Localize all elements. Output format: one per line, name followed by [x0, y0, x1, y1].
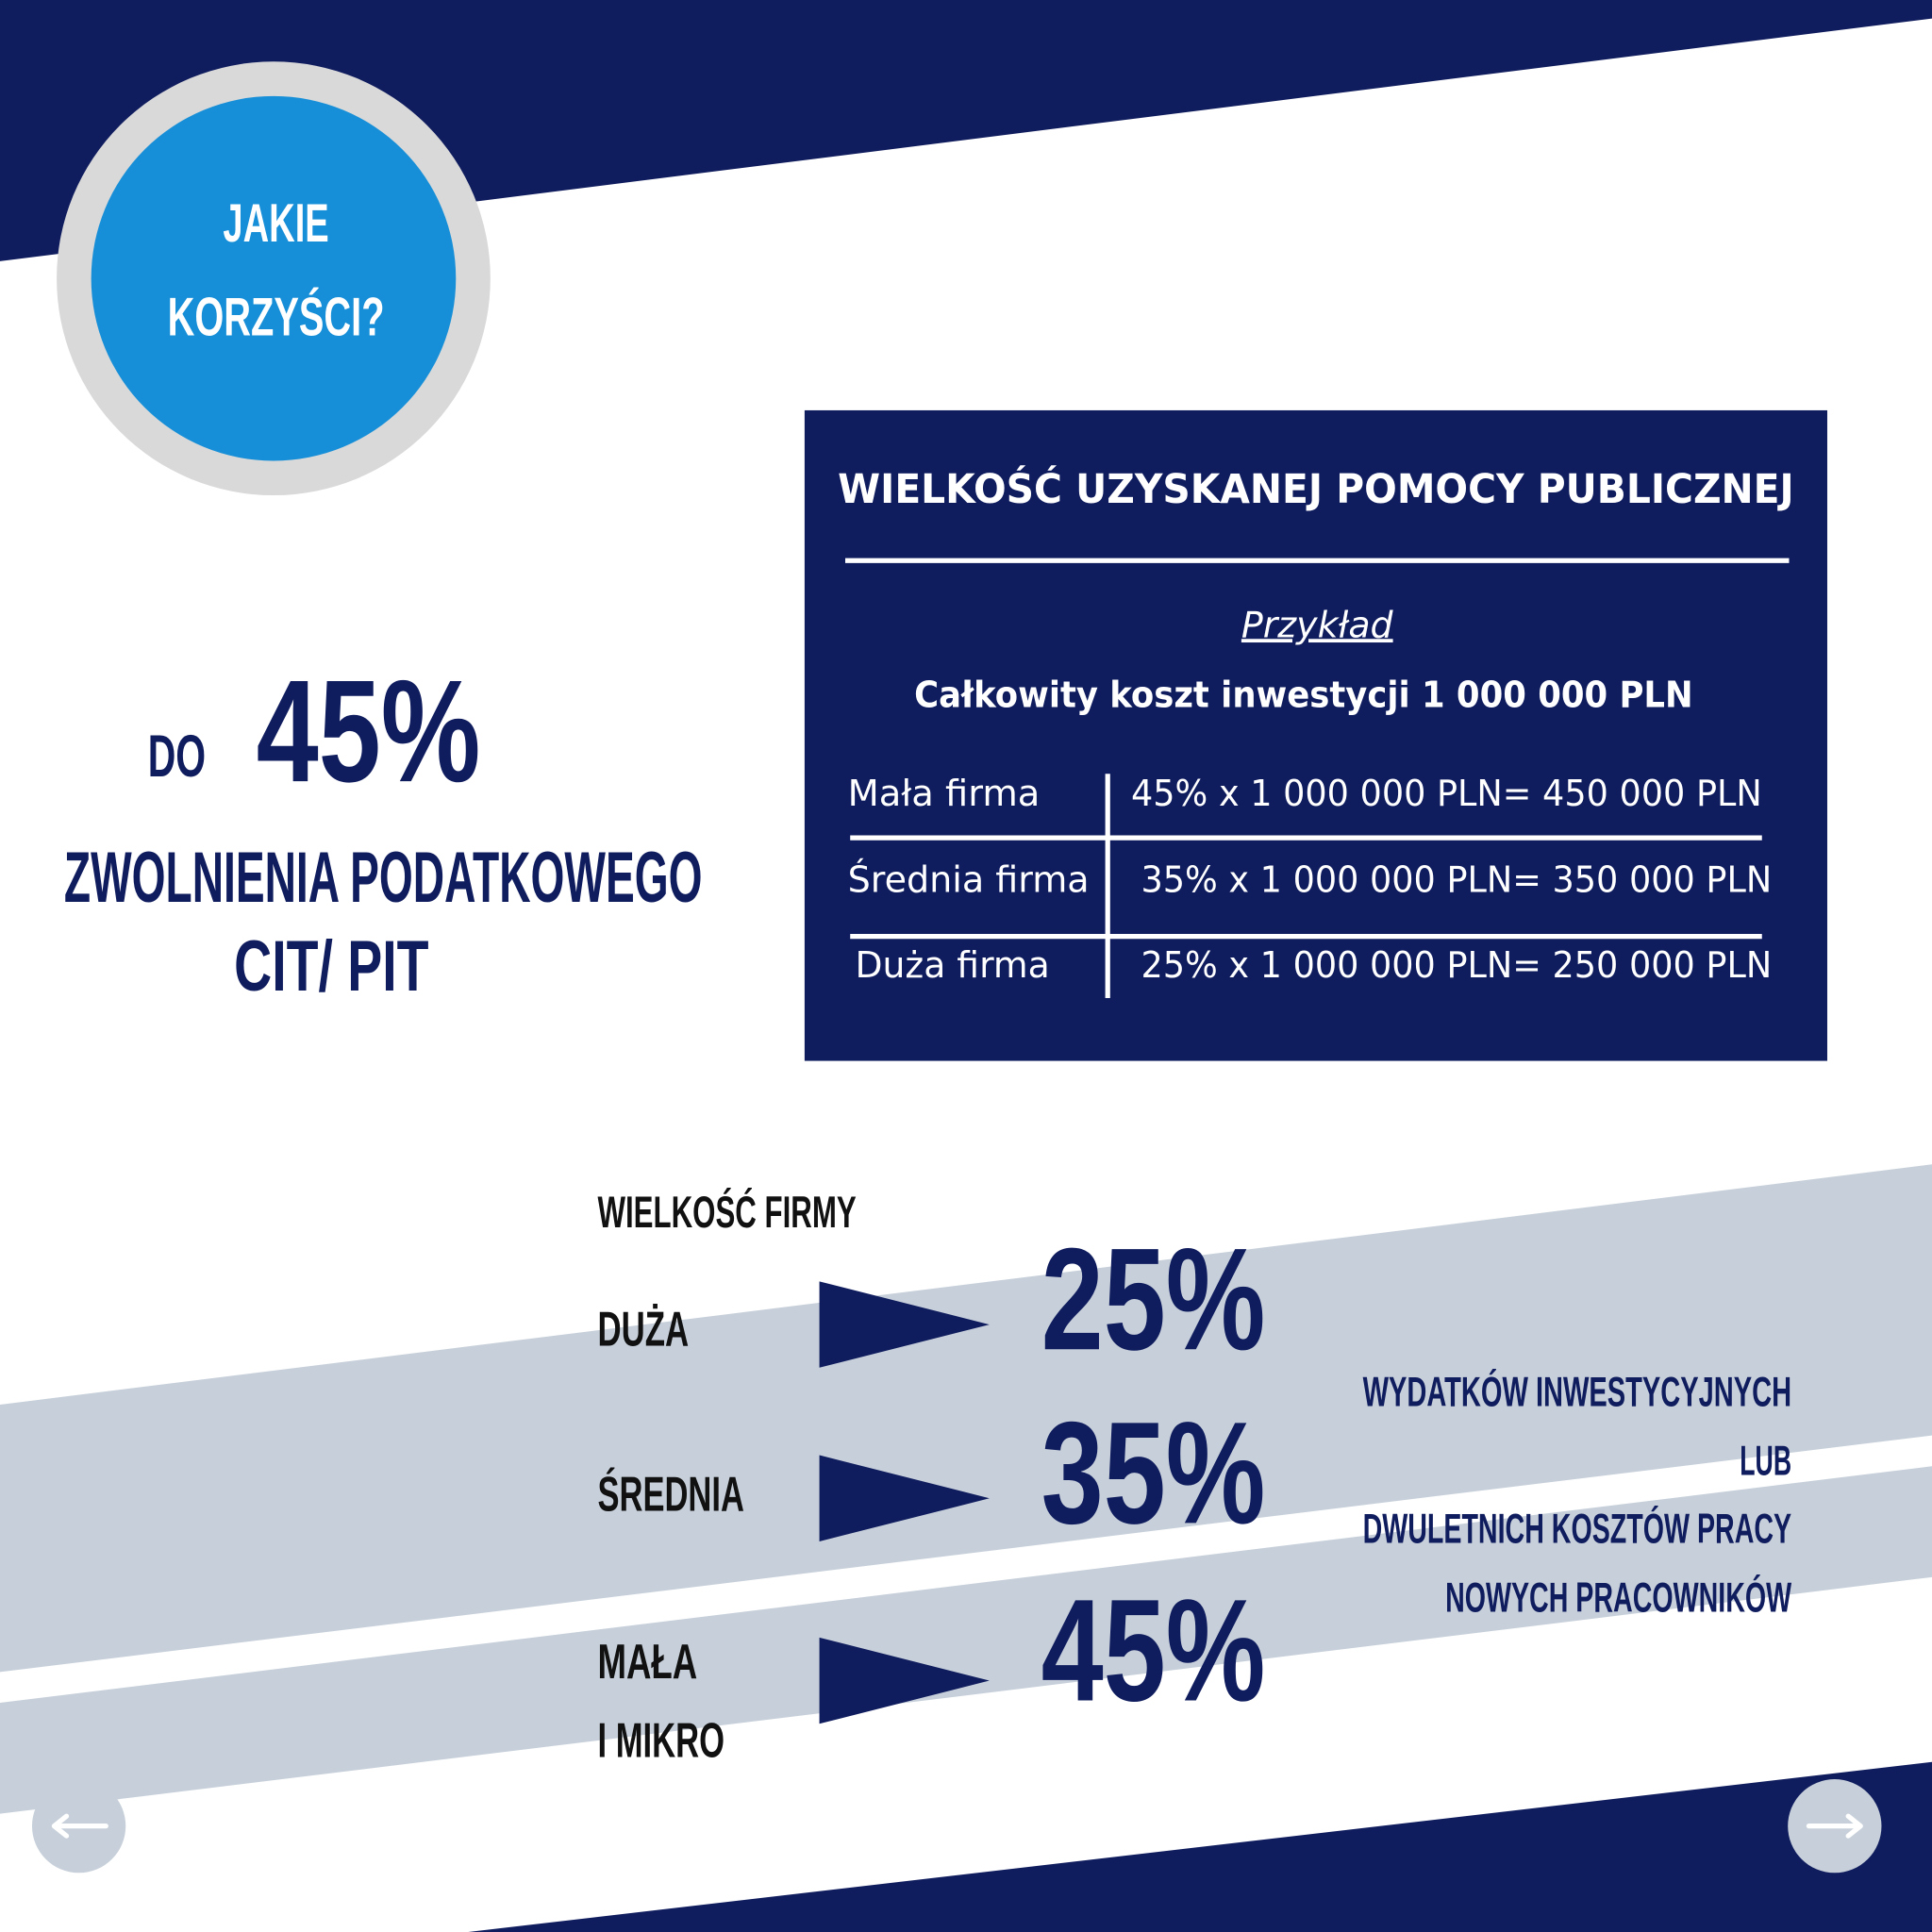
pointer [819, 1281, 990, 1368]
headline-value: 45% [257, 649, 481, 812]
top-band [0, 0, 1932, 261]
pointer [819, 1455, 990, 1541]
grey-band [0, 1466, 1932, 1814]
box-subtitle: Całkowity koszt inwestycji 1 000 000 PLN [914, 675, 1692, 716]
sizes-header: WIELKOŚĆ FIRMY [597, 1187, 856, 1237]
prev-arrow[interactable] [51, 1813, 108, 1839]
example-box [804, 409, 1827, 1061]
next-arrow[interactable] [1806, 1813, 1863, 1839]
table-cell: 25% x 1 000 000 PLN= 250 000 PLN [1141, 944, 1772, 986]
table-cell: Duża firma [855, 944, 1049, 986]
size-label: DUŻA [597, 1302, 689, 1357]
size-value: 35% [1041, 1391, 1266, 1554]
size-value: 25% [1041, 1217, 1266, 1380]
prev-button[interactable] [31, 1779, 126, 1874]
table-cell: 35% x 1 000 000 PLN= 350 000 PLN [1141, 859, 1772, 901]
badge [91, 95, 457, 461]
grey-band [0, 1164, 1932, 1673]
note-text: LUB [1740, 1438, 1791, 1484]
pointer [819, 1637, 990, 1724]
size-label: I MIKRO [597, 1714, 724, 1769]
table-cell: Średnia firma [848, 859, 1090, 901]
size-label: ŚREDNIA [597, 1467, 743, 1522]
table-cell: 45% x 1 000 000 PLN= 450 000 PLN [1131, 773, 1762, 814]
size-value: 45% [1041, 1568, 1266, 1731]
headline-prefix: DO [148, 724, 206, 790]
box-example: Przykład [1241, 604, 1394, 645]
badge-text: JAKIE [223, 193, 328, 254]
next-button[interactable] [1788, 1779, 1882, 1874]
table-cell: Mała firma [848, 773, 1041, 814]
badge-text: KORZYŚCI? [168, 287, 385, 347]
box-title: WIELKOŚĆ UZYSKANEJ POMOCY PUBLICZNEJ [838, 465, 1794, 513]
note-text: WYDATKÓW INWESTYCYJNYCH [1363, 1368, 1792, 1415]
size-label: MAŁA [597, 1635, 697, 1690]
bottom-band [468, 1761, 1932, 1932]
headline-text: ZWOLNIENIA PODATKOWEGO [64, 838, 703, 918]
note-text: NOWYCH PRACOWNIKÓW [1445, 1574, 1791, 1621]
note-text: DWULETNICH KOSZTÓW PRACY [1363, 1505, 1792, 1552]
headline-text: CIT/ PIT [234, 926, 428, 1007]
